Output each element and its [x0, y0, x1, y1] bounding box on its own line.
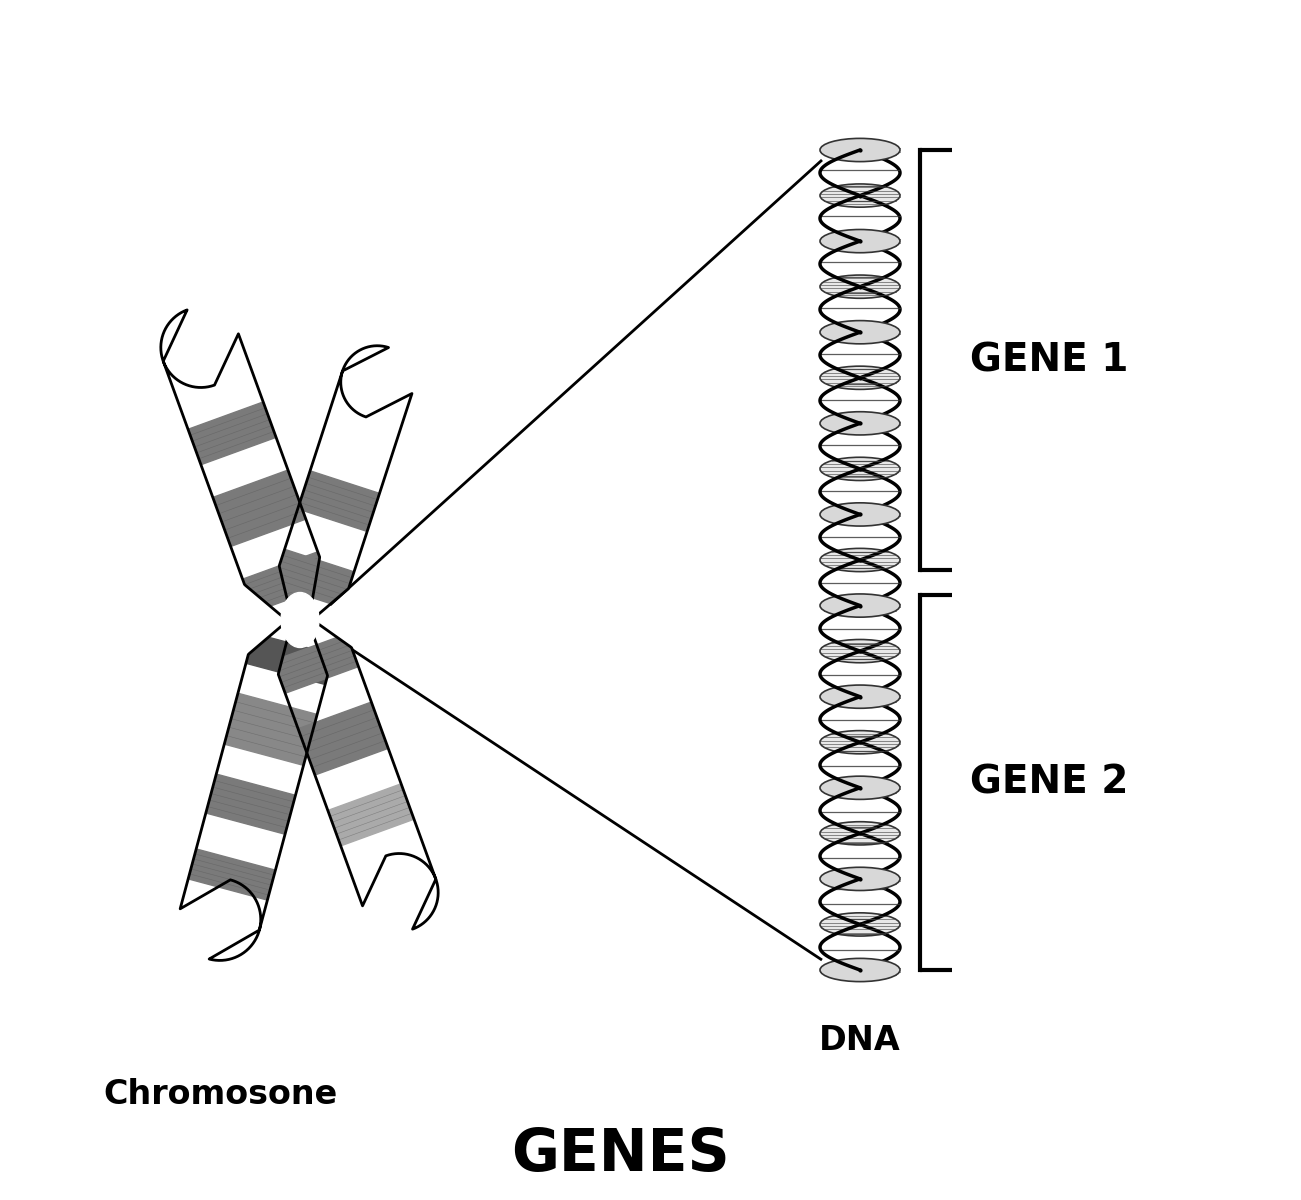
Polygon shape — [225, 694, 316, 766]
Polygon shape — [243, 552, 319, 606]
Ellipse shape — [820, 184, 900, 208]
Polygon shape — [189, 402, 275, 464]
Ellipse shape — [820, 822, 900, 845]
Ellipse shape — [820, 594, 900, 617]
Text: Chromosone: Chromosone — [103, 1079, 337, 1111]
Ellipse shape — [820, 503, 900, 526]
Ellipse shape — [820, 320, 900, 344]
Polygon shape — [161, 310, 320, 624]
Polygon shape — [278, 617, 438, 929]
Text: GENES: GENES — [511, 1127, 730, 1183]
Polygon shape — [299, 702, 388, 775]
Ellipse shape — [281, 593, 319, 648]
Ellipse shape — [820, 731, 900, 754]
Ellipse shape — [820, 366, 900, 389]
Polygon shape — [329, 784, 412, 846]
Ellipse shape — [820, 685, 900, 708]
Ellipse shape — [820, 412, 900, 434]
Polygon shape — [280, 346, 412, 623]
Polygon shape — [213, 470, 304, 546]
Polygon shape — [299, 472, 379, 532]
Ellipse shape — [820, 868, 900, 890]
Polygon shape — [280, 637, 358, 692]
Polygon shape — [190, 850, 275, 900]
Ellipse shape — [820, 229, 900, 253]
Ellipse shape — [820, 457, 900, 480]
Ellipse shape — [820, 959, 900, 982]
Ellipse shape — [820, 548, 900, 571]
Text: GENE 1: GENE 1 — [971, 341, 1128, 379]
Ellipse shape — [820, 776, 900, 799]
Polygon shape — [280, 550, 353, 604]
Text: GENE 2: GENE 2 — [971, 763, 1128, 802]
Ellipse shape — [820, 275, 900, 299]
Polygon shape — [207, 774, 294, 834]
Ellipse shape — [820, 138, 900, 162]
Polygon shape — [180, 618, 328, 960]
Text: DNA: DNA — [820, 1024, 900, 1056]
Ellipse shape — [820, 913, 900, 936]
Polygon shape — [247, 637, 327, 684]
Ellipse shape — [820, 640, 900, 662]
